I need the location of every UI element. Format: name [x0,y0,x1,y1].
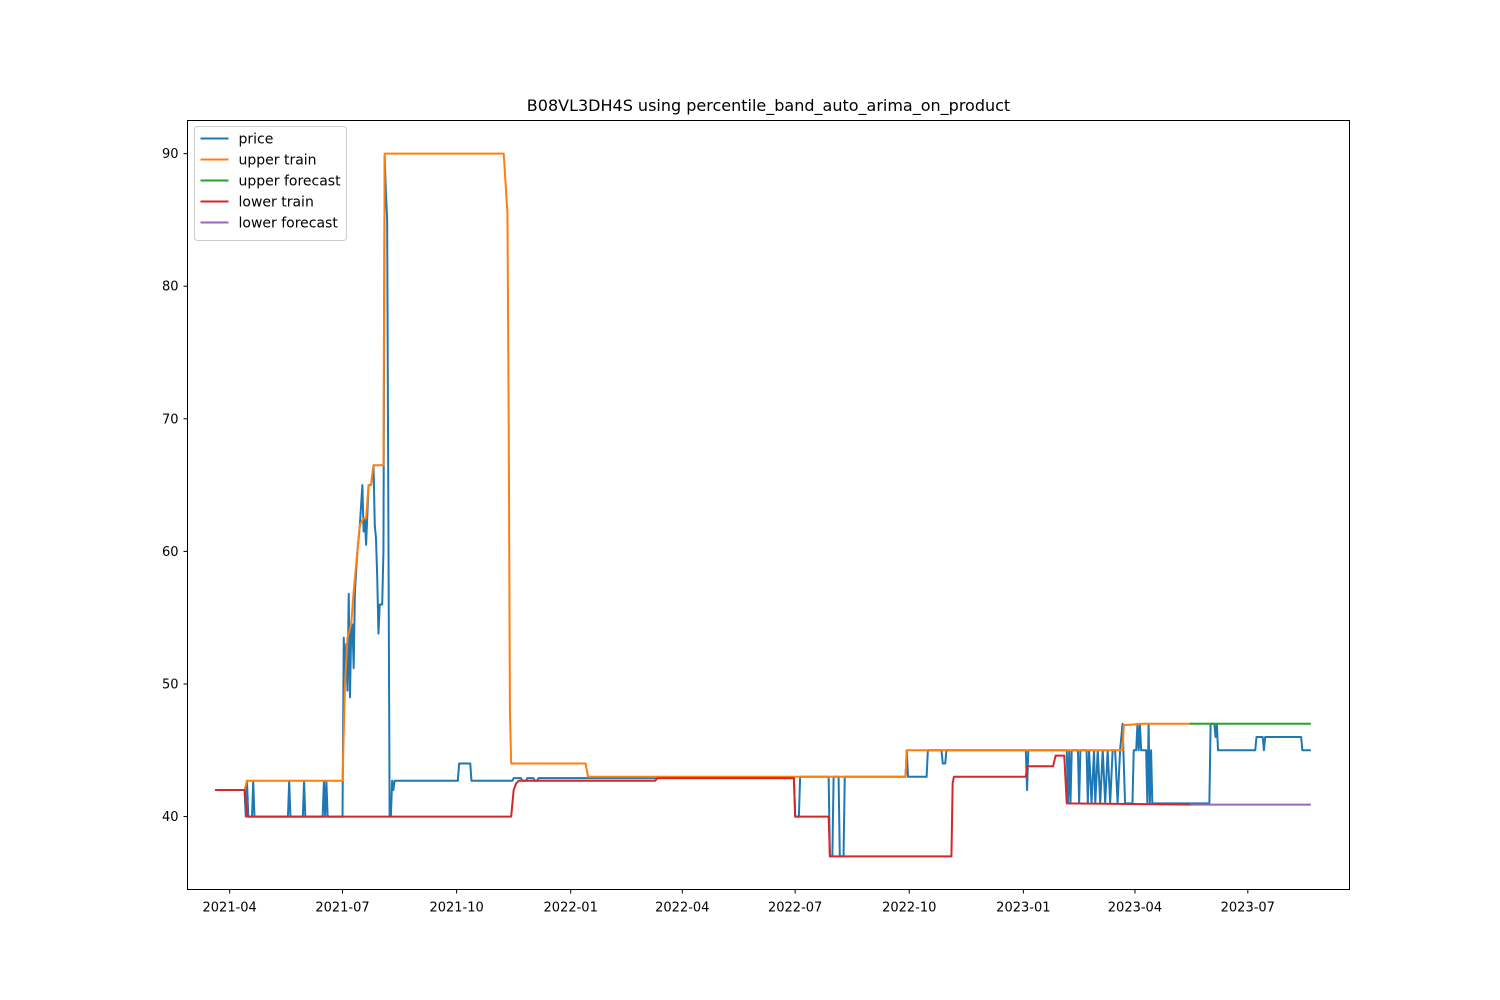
x-tick-label: 2022-07 [768,901,822,916]
x-tick-label: 2022-10 [882,901,936,916]
x-tick-label: 2023-07 [1221,901,1275,916]
x-tick-label: 2021-07 [315,901,369,916]
legend: price upper train upper forecast lower trai… [194,126,347,241]
legend-label-lower-forecast: lower forecast [239,216,339,232]
y-tick-label: 70 [162,412,179,427]
x-tick-label: 2021-10 [429,901,483,916]
series-line-upper-train [215,152,1192,792]
y-tick-label: 50 [162,677,179,692]
x-tick-label: 2023-04 [1108,901,1162,916]
series-layer [215,152,1311,858]
x-tick-label: 2023-01 [996,901,1050,916]
legend-box [194,126,347,241]
y-tick-label: 60 [162,545,179,560]
legend-label-upper-train: upper train [239,153,317,169]
y-tick-label: 80 [162,280,179,295]
y-tick-label: 90 [162,147,179,162]
y-axis: 40 50 60 70 80 90 [162,147,188,825]
series-line-lower-train [215,754,1192,858]
legend-label-upper-forecast: upper forecast [239,174,342,190]
legend-label-lower-train: lower train [239,195,314,211]
x-tick-label: 2021-04 [203,901,257,916]
y-tick-label: 40 [162,810,179,825]
chart-title: B08VL3DH4S using percentile_band_auto_ar… [527,96,1010,116]
x-tick-label: 2022-04 [655,901,709,916]
x-tick-label: 2022-01 [544,901,598,916]
legend-label-price: price [239,132,274,148]
x-axis: 2021-04 2021-07 2021-10 2022-01 2022-04 2022-… [203,889,1275,916]
plot-frame [187,120,1350,890]
